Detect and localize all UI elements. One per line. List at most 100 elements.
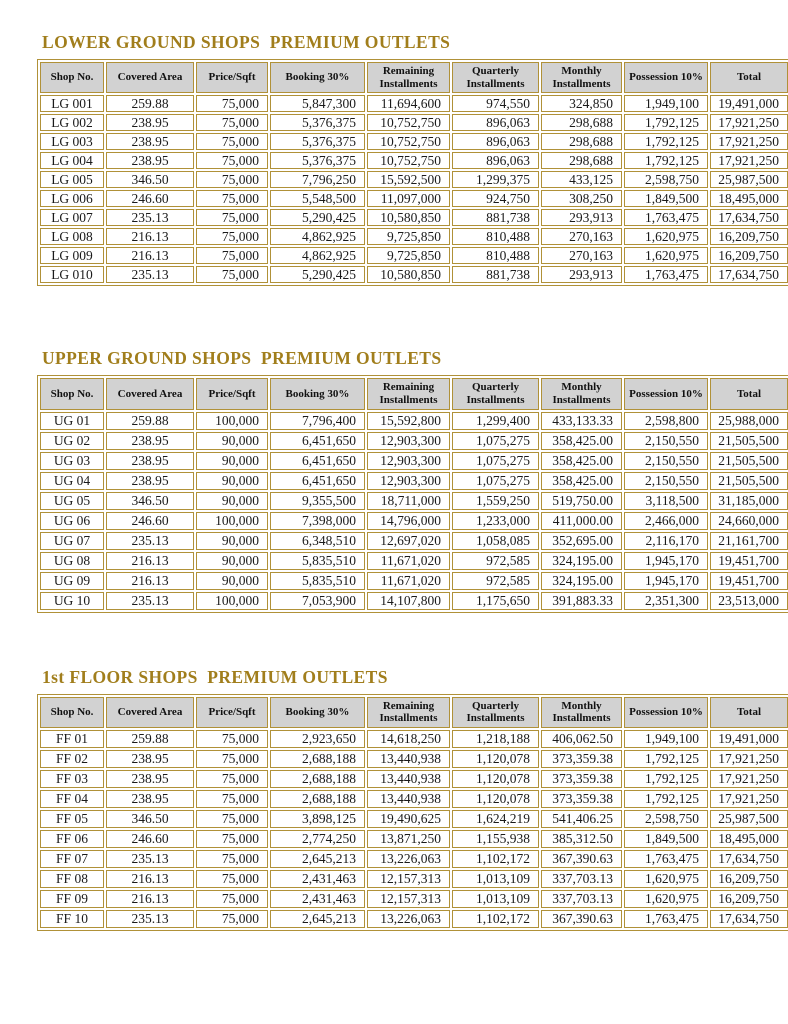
remaining-installments-cell: 12,903,300	[367, 451, 450, 470]
total-cell: 17,921,250	[710, 749, 788, 768]
covered-area-cell: 235.13	[106, 849, 194, 868]
monthly-installments-cell: 337,703.13	[541, 869, 622, 888]
monthly-installments-cell: 541,406.25	[541, 809, 622, 828]
price-sqft-cell: 90,000	[196, 491, 268, 510]
column-header-price-sqft: Price/Sqft	[196, 62, 268, 94]
price-sqft-cell: 75,000	[196, 171, 268, 189]
quarterly-installments-cell: 1,624,219	[452, 809, 539, 828]
covered-area-cell: 238.95	[106, 789, 194, 808]
quarterly-installments-cell: 1,299,375	[452, 171, 539, 189]
monthly-installments-cell: 406,062.50	[541, 729, 622, 748]
quarterly-installments-cell: 1,175,650	[452, 591, 539, 610]
remaining-installments-cell: 13,440,938	[367, 789, 450, 808]
booking-30-cell: 2,688,188	[270, 769, 365, 788]
table-row: FF 05 346.50 75,000 3,898,125 19,490,625 1,62…	[40, 809, 788, 828]
possession-10-cell: 1,620,975	[624, 228, 708, 246]
column-header-total: Total	[710, 62, 788, 94]
table-row: LG 007 235.13 75,000 5,290,425 10,580,850 881…	[40, 209, 788, 227]
section-upper-ground-shops: UPPER GROUND SHOPS PREMIUM OUTLETS Shop …	[37, 348, 788, 613]
covered-area-cell: 216.13	[106, 869, 194, 888]
possession-10-cell: 1,792,125	[624, 769, 708, 788]
quarterly-installments-cell: 896,063	[452, 152, 539, 170]
quarterly-installments-cell: 896,063	[452, 133, 539, 151]
quarterly-installments-cell: 1,075,275	[452, 471, 539, 490]
price-sqft-cell: 90,000	[196, 471, 268, 490]
remaining-installments-cell: 10,580,850	[367, 209, 450, 227]
header-row: Shop No. Covered Area Price/Sqft Booking 30…	[40, 378, 788, 410]
shop-no-cell: FF 01	[40, 729, 104, 748]
monthly-installments-cell: 324,195.00	[541, 571, 622, 590]
remaining-installments-cell: 13,440,938	[367, 749, 450, 768]
remaining-installments-cell: 11,671,020	[367, 571, 450, 590]
remaining-installments-cell: 15,592,800	[367, 411, 450, 430]
price-sqft-cell: 90,000	[196, 451, 268, 470]
covered-area-cell: 346.50	[106, 491, 194, 510]
column-header-possession-10: Possession 10%	[624, 378, 708, 410]
table-row: UG 10 235.13 100,000 7,053,900 14,107,800 1,1…	[40, 591, 788, 610]
total-cell: 21,505,500	[710, 431, 788, 450]
remaining-installments-cell: 12,157,313	[367, 869, 450, 888]
table-row: UG 05 346.50 90,000 9,355,500 18,711,000 1,55…	[40, 491, 788, 510]
section-first-floor-shops: 1st FLOOR SHOPS PREMIUM OUTLETS Shop No.…	[37, 667, 788, 931]
possession-10-cell: 2,150,550	[624, 451, 708, 470]
covered-area-cell: 238.95	[106, 152, 194, 170]
monthly-installments-cell: 373,359.38	[541, 749, 622, 768]
lower-ground-shops-table: Shop No. Covered Area Price/Sqft Booking 30…	[37, 59, 788, 287]
possession-10-cell: 1,945,170	[624, 571, 708, 590]
price-sqft-cell: 75,000	[196, 829, 268, 848]
possession-10-cell: 1,620,975	[624, 869, 708, 888]
quarterly-installments-cell: 1,102,172	[452, 849, 539, 868]
remaining-installments-cell: 9,725,850	[367, 228, 450, 246]
shop-no-cell: LG 009	[40, 247, 104, 265]
quarterly-installments-cell: 896,063	[452, 114, 539, 132]
monthly-installments-cell: 298,688	[541, 152, 622, 170]
monthly-installments-cell: 270,163	[541, 247, 622, 265]
section-lower-ground-shops: LOWER GROUND SHOPS PREMIUM OUTLETS Shop …	[37, 32, 788, 287]
total-cell: 24,660,000	[710, 511, 788, 530]
total-cell: 21,161,700	[710, 531, 788, 550]
monthly-installments-cell: 373,359.38	[541, 789, 622, 808]
total-cell: 17,634,750	[710, 209, 788, 227]
column-header-shop-no: Shop No.	[40, 696, 104, 728]
booking-30-cell: 7,053,900	[270, 591, 365, 610]
booking-30-cell: 2,645,213	[270, 909, 365, 928]
table-row: FF 07 235.13 75,000 2,645,213 13,226,063 1,10…	[40, 849, 788, 868]
remaining-installments-cell: 13,440,938	[367, 769, 450, 788]
quarterly-installments-cell: 972,585	[452, 571, 539, 590]
price-sqft-cell: 75,000	[196, 729, 268, 748]
possession-10-cell: 1,949,100	[624, 95, 708, 113]
total-cell: 21,505,500	[710, 451, 788, 470]
remaining-installments-cell: 13,226,063	[367, 909, 450, 928]
total-cell: 17,634,750	[710, 909, 788, 928]
quarterly-installments-cell: 1,155,938	[452, 829, 539, 848]
total-cell: 23,513,000	[710, 591, 788, 610]
possession-10-cell: 1,949,100	[624, 729, 708, 748]
price-sqft-cell: 90,000	[196, 551, 268, 570]
column-header-remaining-installments: Remaining Installments	[367, 696, 450, 728]
remaining-installments-cell: 14,618,250	[367, 729, 450, 748]
quarterly-installments-cell: 1,120,078	[452, 749, 539, 768]
possession-10-cell: 1,763,475	[624, 266, 708, 284]
table-row: LG 006 246.60 75,000 5,548,500 11,097,000 924…	[40, 190, 788, 208]
covered-area-cell: 246.60	[106, 511, 194, 530]
quarterly-installments-cell: 1,233,000	[452, 511, 539, 530]
shop-no-cell: LG 005	[40, 171, 104, 189]
quarterly-installments-cell: 1,102,172	[452, 909, 539, 928]
monthly-installments-cell: 324,195.00	[541, 551, 622, 570]
monthly-installments-cell: 358,425.00	[541, 471, 622, 490]
price-sqft-cell: 75,000	[196, 247, 268, 265]
total-cell: 31,185,000	[710, 491, 788, 510]
section-title-first-floor: 1st FLOOR SHOPS PREMIUM OUTLETS	[42, 666, 388, 687]
covered-area-cell: 259.88	[106, 729, 194, 748]
header-row: Shop No. Covered Area Price/Sqft Booking 30…	[40, 696, 788, 728]
monthly-installments-cell: 293,913	[541, 209, 622, 227]
remaining-installments-cell: 10,752,750	[367, 114, 450, 132]
booking-30-cell: 5,835,510	[270, 551, 365, 570]
price-sqft-cell: 75,000	[196, 266, 268, 284]
remaining-installments-cell: 11,097,000	[367, 190, 450, 208]
shop-no-cell: UG 03	[40, 451, 104, 470]
remaining-installments-cell: 14,796,000	[367, 511, 450, 530]
shop-no-cell: UG 01	[40, 411, 104, 430]
shop-no-cell: UG 09	[40, 571, 104, 590]
monthly-installments-cell: 385,312.50	[541, 829, 622, 848]
